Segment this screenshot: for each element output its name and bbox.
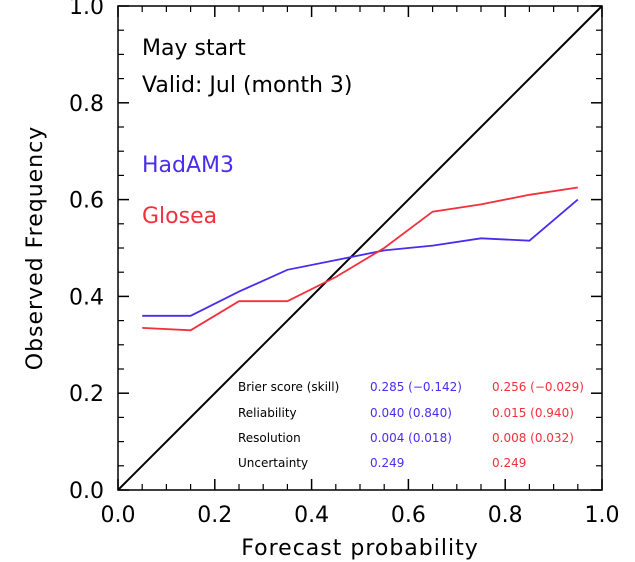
y-tick-label: 1.0 <box>69 0 104 20</box>
x-tick-label: 0.6 <box>391 503 426 528</box>
score-row-label: Resolution <box>238 431 301 445</box>
series-line-hadam3 <box>142 198 579 317</box>
x-tick-label: 0.0 <box>101 503 136 528</box>
score-value: 0.040 (0.840) <box>370 406 452 420</box>
y-axis-title: Observed Frequency <box>23 126 48 371</box>
series-line-glosea <box>142 186 578 332</box>
annotation-start: May start <box>142 36 246 61</box>
score-value: 0.256 (−0.029) <box>492 380 584 394</box>
x-axis-title: Forecast probability <box>241 536 478 561</box>
score-value: 0.249 <box>492 456 526 470</box>
score-row-label: Brier score (skill) <box>238 380 339 394</box>
perfect-reliability-diagonal <box>117 5 603 491</box>
score-value: 0.004 (0.018) <box>370 431 452 445</box>
x-tick-label: 0.8 <box>488 503 523 528</box>
score-value: 0.249 <box>370 456 404 470</box>
legend-label-hadam3: HadAM3 <box>142 153 234 178</box>
y-tick-label: 0.4 <box>69 285 104 310</box>
score-table: Brier score (skill) 0.285 (−0.142) 0.256 (… <box>238 380 584 470</box>
y-tick-labels: 0.0 0.2 0.4 0.6 0.8 1.0 <box>69 0 104 504</box>
y-tick-label: 0.0 <box>69 479 104 504</box>
y-tick-label: 0.2 <box>69 382 104 407</box>
y-tick-label: 0.8 <box>69 92 104 117</box>
x-tick-labels: 0.0 0.2 0.4 0.6 0.8 1.0 <box>101 503 620 528</box>
score-value: 0.285 (−0.142) <box>370 380 462 394</box>
x-tick-label: 0.4 <box>294 503 329 528</box>
x-tick-label: 0.2 <box>197 503 232 528</box>
series-lines <box>142 186 579 332</box>
y-tick-label: 0.6 <box>69 189 104 214</box>
score-value: 0.008 (0.032) <box>492 431 574 445</box>
x-tick-label: 1.0 <box>585 503 620 528</box>
score-row-label: Reliability <box>238 406 297 420</box>
score-row-label: Uncertainty <box>238 456 308 470</box>
annotation-valid: Valid: Jul (month 3) <box>142 73 353 98</box>
score-value: 0.015 (0.940) <box>492 406 574 420</box>
legend-label-glosea: Glosea <box>142 204 217 229</box>
tick-marks <box>117 5 603 491</box>
